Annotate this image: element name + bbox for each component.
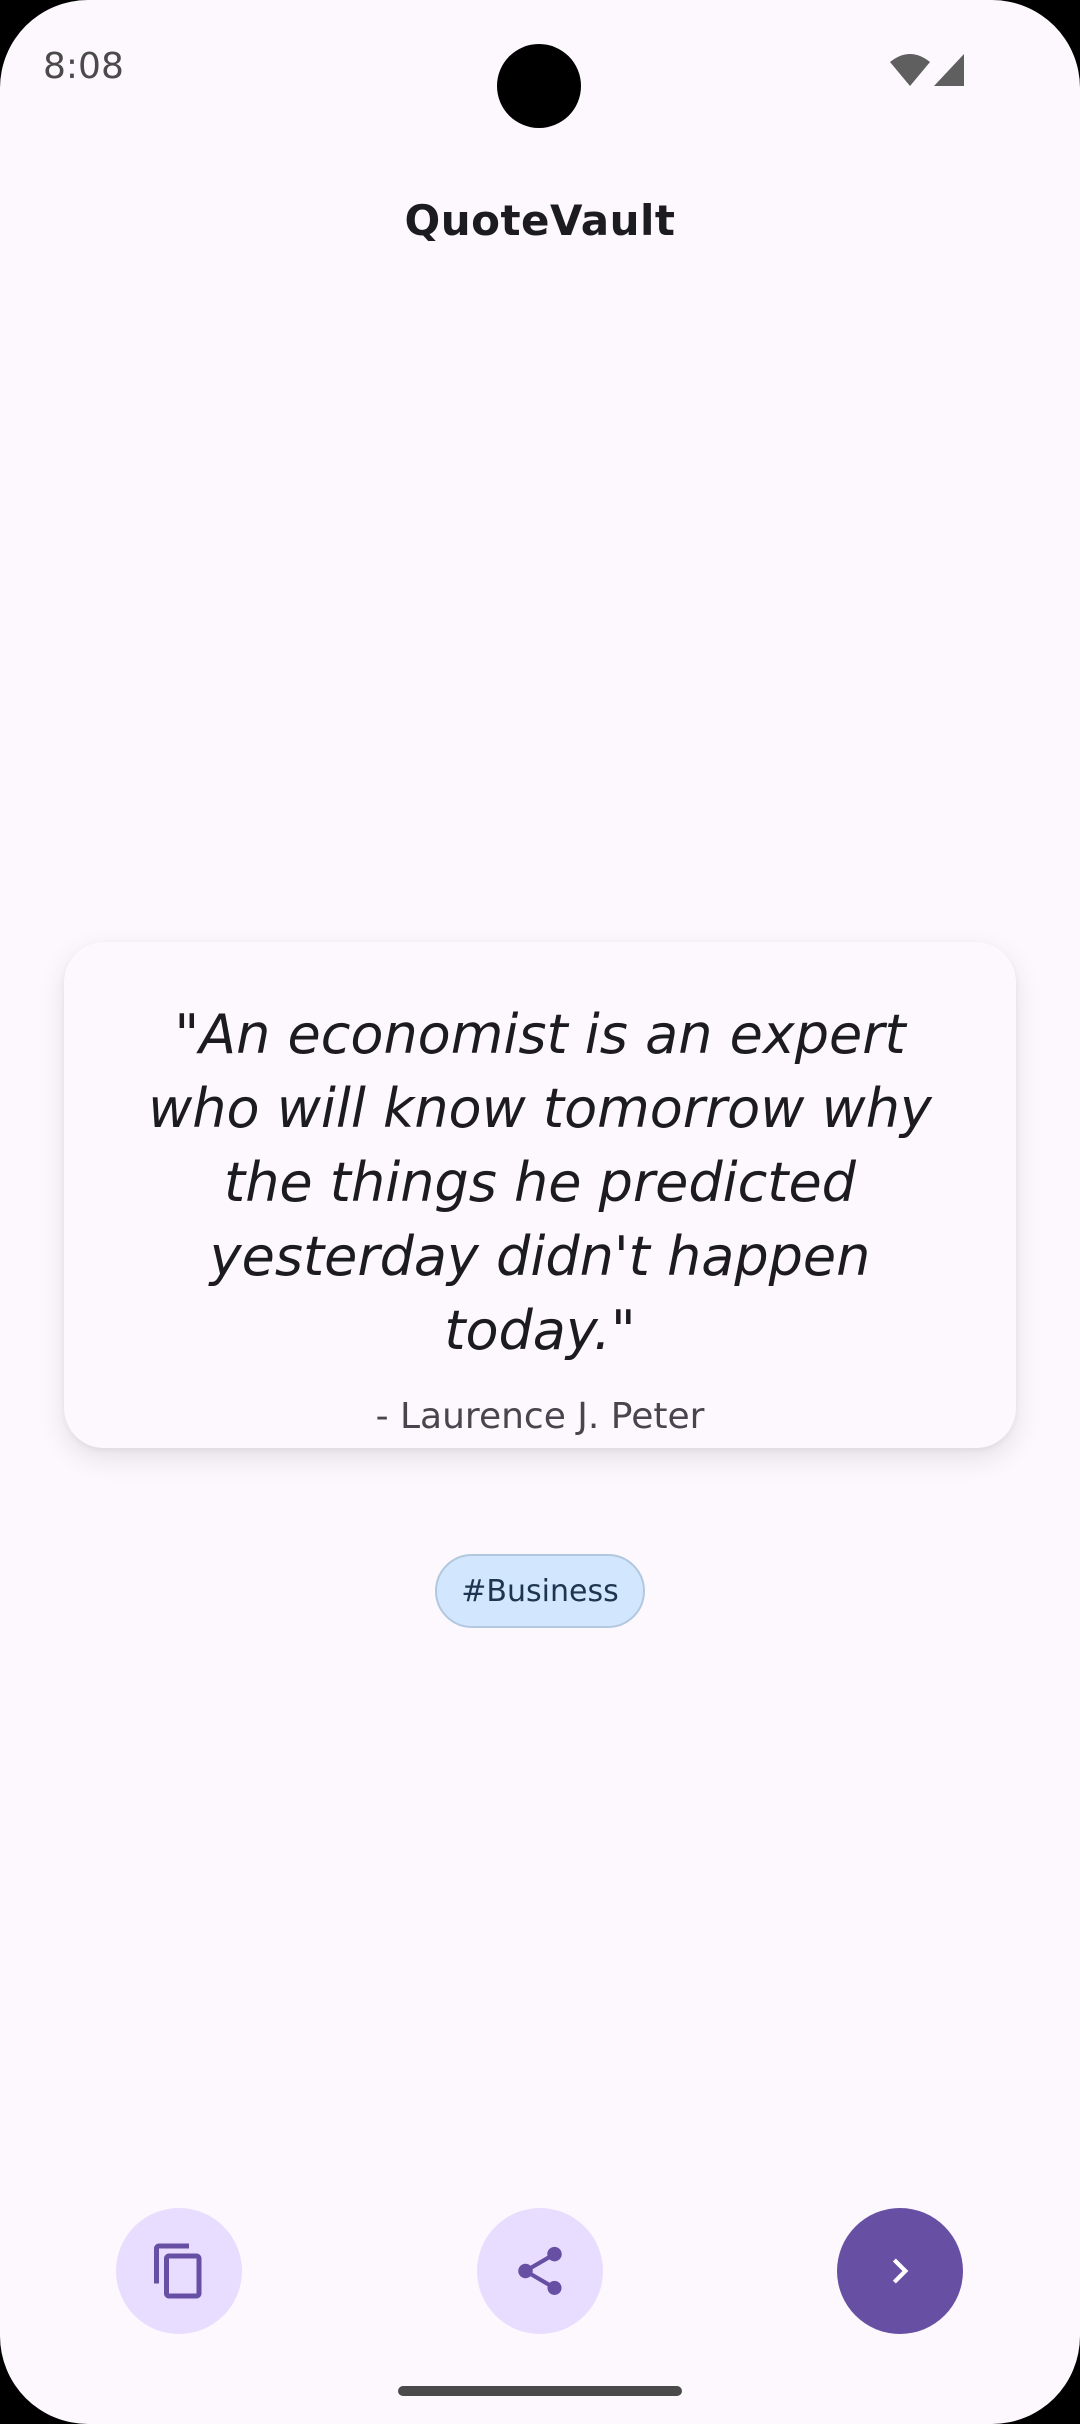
status-bar: 8:08 bbox=[0, 0, 1080, 140]
quote-author: - Laurence J. Peter bbox=[375, 1396, 705, 1437]
share-icon bbox=[518, 2246, 562, 2295]
wifi-icon bbox=[890, 54, 930, 86]
gesture-navigation-bar[interactable] bbox=[398, 2386, 682, 2396]
status-time: 8:08 bbox=[43, 46, 124, 87]
next-quote-button[interactable] bbox=[837, 2208, 963, 2334]
copy-icon bbox=[154, 2243, 202, 2299]
app-title: QuoteVault bbox=[404, 196, 676, 245]
quote-text: "An economist is an expert who will know… bbox=[148, 1003, 932, 1362]
chevron-right-icon bbox=[892, 2258, 909, 2284]
share-button[interactable] bbox=[477, 2208, 603, 2334]
copy-button[interactable] bbox=[116, 2208, 242, 2334]
camera-cutout bbox=[497, 44, 581, 128]
quote-card: "An economist is an expert who will know… bbox=[64, 942, 1016, 1448]
category-tag-chip[interactable]: #Business bbox=[435, 1554, 645, 1628]
cellular-signal-icon bbox=[934, 54, 964, 86]
